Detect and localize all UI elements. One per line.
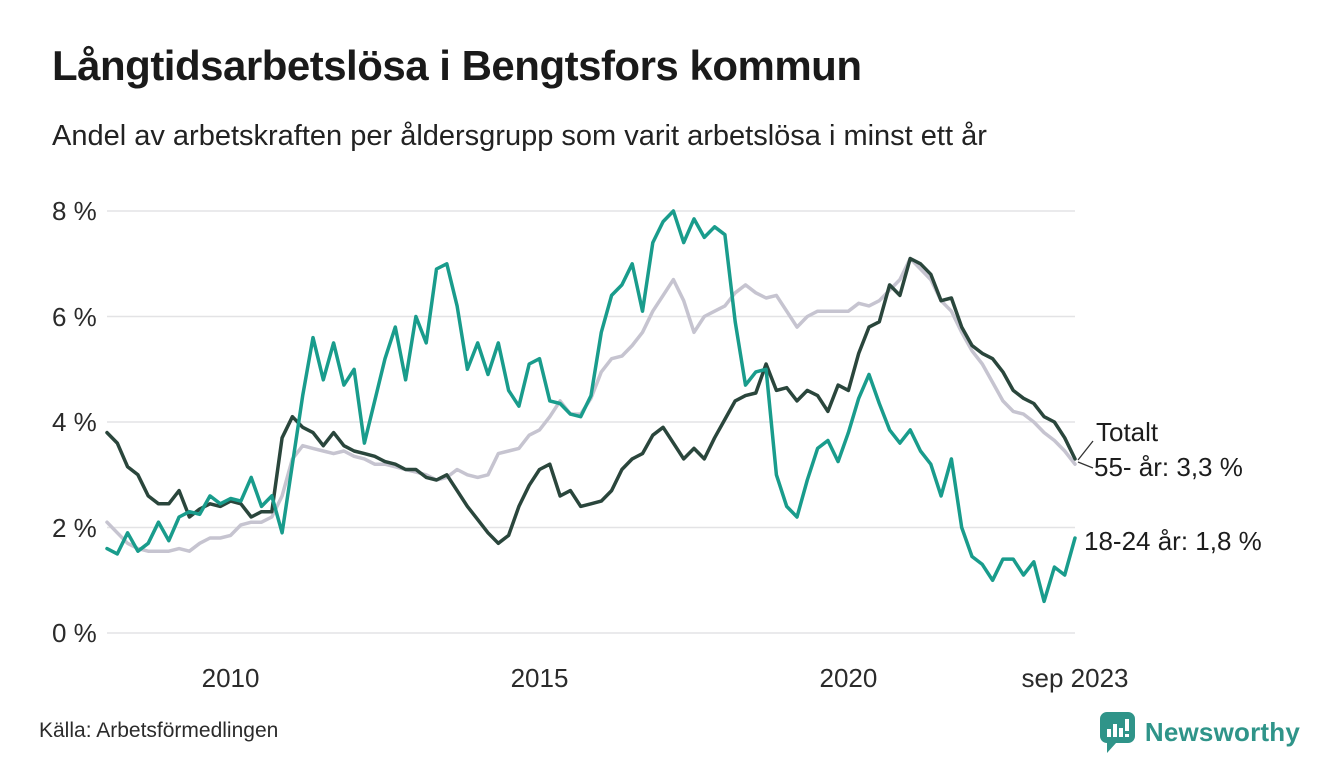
- series-end-label-55: 55- år: 3,3 %: [1094, 452, 1243, 482]
- series-line-totalt: [105, 256, 1077, 553]
- bar-icon: [1106, 728, 1111, 737]
- y-axis-tick-label: 2 %: [52, 512, 97, 543]
- x-axis-tick-label: 2010: [201, 663, 260, 693]
- brand-wordmark: Newsworthy: [1144, 716, 1300, 747]
- series-end-label-totalt: Totalt: [1096, 417, 1159, 447]
- source-credit: Källa: Arbetsförmedlingen: [39, 719, 279, 742]
- y-axis-tick-label: 8 %: [52, 196, 97, 226]
- bar-icon: [1118, 727, 1123, 737]
- y-axis-tick-label: 0 %: [52, 618, 97, 648]
- x-axis-tick-label: 2015: [510, 663, 569, 693]
- label-connector: [1077, 440, 1094, 461]
- y-axis-tick-label: 6 %: [52, 301, 97, 332]
- bar-icon: [1112, 723, 1117, 737]
- series-line-55-r: [105, 256, 1077, 546]
- page-title: Långtidsarbetslösa i Bengtsfors kommun: [52, 42, 862, 89]
- label-connector: [1077, 461, 1094, 469]
- exclamation-dot-icon: [1124, 733, 1129, 737]
- y-axis-tick-label: 4 %: [52, 407, 97, 437]
- newsworthy-logo: Newsworthy: [1099, 710, 1300, 754]
- newsworthy-bubble-icon: [1099, 711, 1135, 753]
- x-axis-tick-label: sep 2023: [1021, 663, 1129, 693]
- series-line-18-24-r: [105, 209, 1077, 604]
- exclamation-icon: [1124, 718, 1129, 731]
- x-axis-tick-label: 2020: [819, 663, 878, 693]
- series-end-label-18-24: 18-24 år: 1,8 %: [1084, 526, 1262, 556]
- page-subtitle: Andel av arbetskraften per åldersgrupp s…: [52, 120, 987, 152]
